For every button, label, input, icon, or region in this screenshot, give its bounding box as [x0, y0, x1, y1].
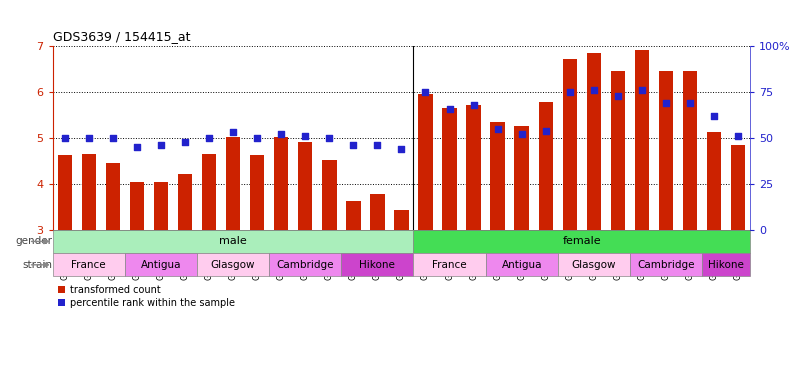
Point — [443, 106, 456, 112]
Bar — [394, 210, 409, 230]
Point — [154, 142, 167, 148]
Bar — [466, 105, 481, 230]
Point — [515, 131, 528, 137]
Point — [323, 135, 336, 141]
Text: Cambridge: Cambridge — [277, 260, 334, 270]
Bar — [226, 137, 240, 230]
Bar — [370, 194, 384, 230]
Text: Glasgow: Glasgow — [211, 260, 255, 270]
Bar — [346, 201, 361, 230]
Point — [82, 135, 95, 141]
Legend: transformed count, percentile rank within the sample: transformed count, percentile rank withi… — [58, 285, 235, 308]
Point — [347, 142, 360, 148]
Point — [58, 135, 71, 141]
Point — [275, 131, 288, 137]
Bar — [514, 126, 529, 230]
Bar — [82, 154, 96, 230]
Bar — [274, 137, 289, 230]
Point — [659, 100, 672, 106]
Point — [684, 100, 697, 106]
Point — [491, 126, 504, 132]
Bar — [178, 174, 192, 230]
Bar — [659, 71, 673, 230]
Text: Cambridge: Cambridge — [637, 260, 695, 270]
Point — [467, 102, 480, 108]
Bar — [53, 253, 125, 276]
Text: Hikone: Hikone — [359, 260, 395, 270]
Bar — [731, 145, 745, 230]
Bar — [611, 71, 625, 230]
Point — [564, 89, 577, 95]
Bar — [53, 230, 414, 253]
Bar — [442, 108, 457, 230]
Bar — [250, 156, 264, 230]
Text: France: France — [71, 260, 106, 270]
Bar — [298, 142, 312, 230]
Bar — [563, 59, 577, 230]
Bar — [414, 253, 486, 276]
Text: female: female — [563, 237, 601, 247]
Bar — [269, 253, 341, 276]
Point — [636, 87, 649, 93]
Bar — [630, 253, 702, 276]
Bar — [202, 154, 217, 230]
Bar — [58, 156, 72, 230]
Text: GDS3639 / 154415_at: GDS3639 / 154415_at — [53, 30, 191, 43]
Point — [587, 87, 600, 93]
Bar — [154, 182, 168, 230]
Point — [371, 142, 384, 148]
Bar — [491, 122, 505, 230]
Text: strain: strain — [23, 260, 53, 270]
Bar — [558, 253, 630, 276]
Point — [395, 146, 408, 152]
Text: Glasgow: Glasgow — [572, 260, 616, 270]
Bar — [341, 253, 414, 276]
Point — [539, 127, 552, 134]
Bar — [197, 253, 269, 276]
Text: Antigua: Antigua — [140, 260, 181, 270]
Bar — [539, 102, 553, 230]
Point — [419, 89, 432, 95]
Point — [732, 133, 744, 139]
Bar — [683, 71, 697, 230]
Point — [203, 135, 216, 141]
Bar — [586, 53, 601, 230]
Point — [106, 135, 119, 141]
Bar — [702, 253, 750, 276]
Point — [131, 144, 144, 150]
Bar — [418, 94, 433, 230]
Point — [708, 113, 721, 119]
Text: male: male — [219, 237, 247, 247]
Bar — [130, 182, 144, 230]
Point — [251, 135, 264, 141]
Text: gender: gender — [15, 237, 53, 247]
Text: Antigua: Antigua — [501, 260, 542, 270]
Bar — [707, 132, 721, 230]
Point — [178, 139, 191, 145]
Bar — [105, 163, 120, 230]
Point — [298, 133, 311, 139]
Bar — [635, 50, 649, 230]
Bar — [125, 253, 197, 276]
Text: France: France — [432, 260, 467, 270]
Bar — [414, 230, 750, 253]
Bar — [486, 253, 558, 276]
Text: Hikone: Hikone — [708, 260, 744, 270]
Point — [611, 93, 624, 99]
Bar — [322, 160, 337, 230]
Point — [226, 129, 239, 136]
